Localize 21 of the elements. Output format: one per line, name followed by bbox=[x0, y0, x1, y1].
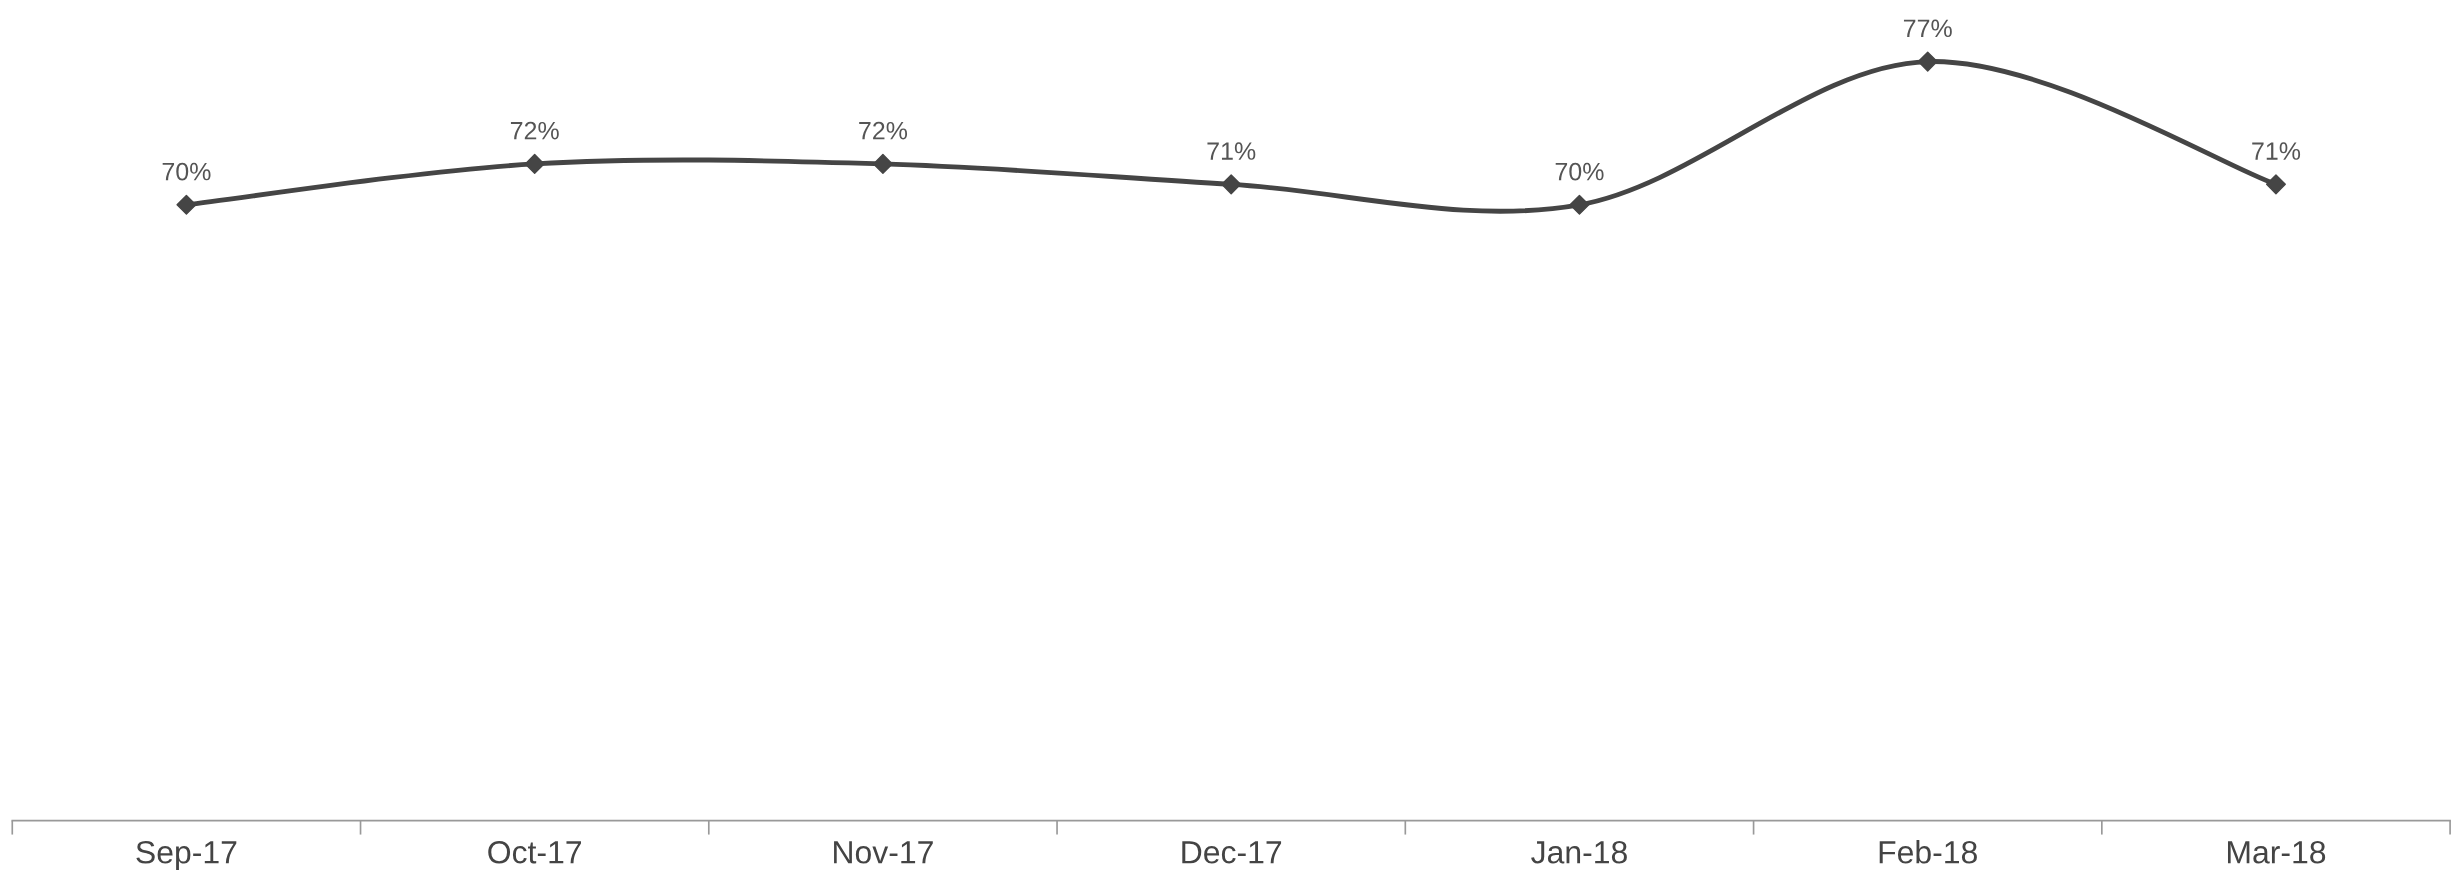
data-label: 71% bbox=[2252, 142, 2301, 160]
x-tick-label: Sep-17 bbox=[136, 840, 237, 870]
point bbox=[176, 194, 197, 215]
point bbox=[524, 153, 545, 174]
data-label: 77% bbox=[1903, 19, 1952, 38]
x-tick-label: Oct-17 bbox=[488, 840, 581, 864]
x-tick-label: Dec-17 bbox=[1182, 841, 1282, 864]
x-tick-label: Mar-18 bbox=[2227, 840, 2326, 864]
data-label: 72% bbox=[859, 121, 908, 140]
x-tick-label: Feb-18 bbox=[1879, 840, 1977, 864]
point bbox=[872, 153, 893, 174]
x-tick-label: Jan-18 bbox=[1531, 840, 1627, 864]
data-label: 70% bbox=[1555, 162, 1604, 181]
point bbox=[2265, 174, 2286, 195]
point bbox=[1917, 51, 1938, 72]
data-label: 70% bbox=[162, 162, 211, 181]
point bbox=[1569, 194, 1590, 215]
data-label: 72% bbox=[510, 121, 559, 140]
x-tick-label: Nov-17 bbox=[834, 841, 933, 864]
point bbox=[1221, 174, 1242, 195]
data-label: 71% bbox=[1207, 142, 1256, 160]
